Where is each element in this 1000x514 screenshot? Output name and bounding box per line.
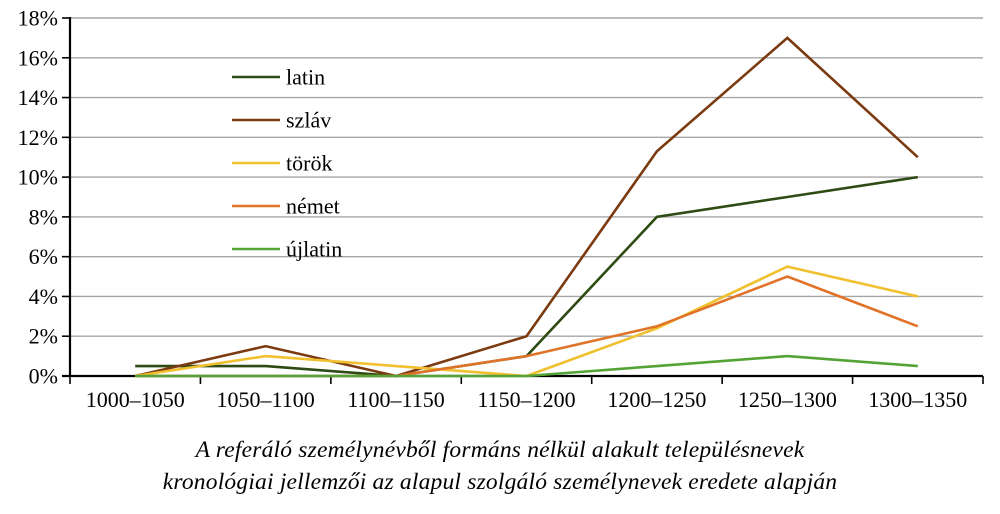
- legend-label-török: török: [286, 151, 332, 176]
- series-line-török: [135, 265, 919, 378]
- chart-caption: A referáló személynévből formáns nélkül …: [0, 434, 1000, 498]
- y-tick-label: 10%: [18, 165, 58, 190]
- series-line-szláv: [134, 36, 919, 378]
- x-tick-label: 1100–1150: [347, 387, 444, 412]
- y-tick-label: 0%: [29, 364, 58, 389]
- legend-label-újlatin: újlatin: [286, 237, 342, 262]
- x-tick-label: 1300–1350: [868, 387, 967, 412]
- y-tick-label: 16%: [18, 45, 58, 70]
- legend-label-német: német: [286, 194, 340, 219]
- x-tick-label: 1000–1050: [86, 387, 185, 412]
- x-tick-label: 1050–1100: [217, 387, 315, 412]
- legend-label-latin: latin: [286, 65, 325, 90]
- y-tick-label: 12%: [18, 125, 58, 150]
- y-tick-label: 8%: [29, 204, 58, 229]
- caption-line-1: A referáló személynévből formáns nélkül …: [195, 437, 805, 463]
- series-line-újlatin: [135, 354, 918, 378]
- y-tick-label: 18%: [18, 6, 58, 31]
- y-tick-label: 2%: [29, 324, 58, 349]
- y-tick-label: 14%: [18, 85, 58, 110]
- caption-line-2: kronológiai jellemzői az alapul szolgáló…: [162, 469, 838, 495]
- y-tick-label: 6%: [29, 244, 58, 269]
- x-tick-label: 1250–1300: [738, 387, 837, 412]
- x-tick-label: 1150–1200: [477, 387, 575, 412]
- x-tick-label: 1200–1250: [607, 387, 706, 412]
- line-chart: 18% 16% 14% 12% 10% 8% 6% 4% 2% 0% 1000–1050 1050–1…: [18, 6, 984, 412]
- series-line-német: [135, 275, 919, 378]
- y-tick-label: 4%: [29, 284, 58, 309]
- legend-label-szláv: szláv: [286, 108, 331, 133]
